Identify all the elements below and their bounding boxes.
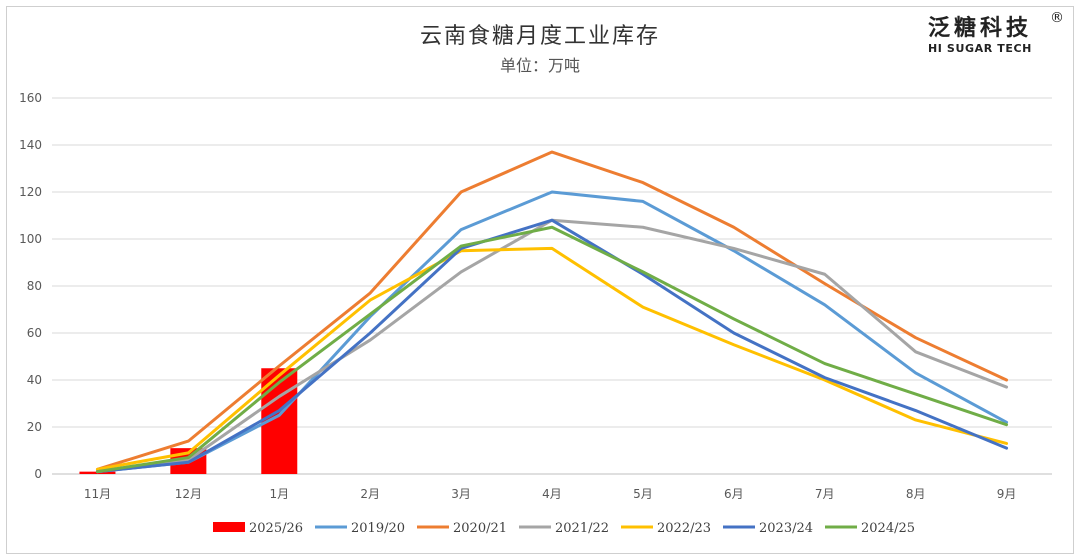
series-line-2021-22	[95, 218, 1009, 474]
y-tick-label: 0	[34, 467, 42, 481]
x-tick-label: 9月	[997, 487, 1017, 501]
chart-title: 云南食糖月度工业库存	[419, 24, 660, 49]
series-line-2024-25	[95, 225, 1009, 474]
series-line-2023-24	[95, 218, 1009, 474]
y-tick-label: 80	[27, 279, 42, 293]
y-tick-label: 160	[19, 91, 42, 105]
legend-swatch-2025-26	[213, 522, 245, 532]
y-tick-label: 120	[19, 185, 42, 199]
y-tick-label: 40	[27, 373, 42, 387]
x-tick-label: 3月	[451, 487, 471, 501]
legend-label-2025-26: 2025/26	[249, 521, 303, 536]
x-tick-label: 12月	[175, 487, 202, 501]
y-tick-label: 20	[27, 420, 42, 434]
y-tick-label: 60	[27, 326, 42, 340]
chart-unit-label: 单位：万吨	[499, 56, 580, 75]
x-tick-label: 11月	[84, 487, 111, 501]
x-tick-label: 2月	[360, 487, 380, 501]
x-tick-label: 5月	[633, 487, 653, 501]
legend-label-2024-25: 2024/25	[861, 521, 915, 536]
legend-label-2019-20: 2019/20	[351, 521, 405, 536]
x-tick-label: 1月	[269, 487, 289, 501]
y-tick-label: 140	[19, 138, 42, 152]
legend-label-2020-21: 2020/21	[453, 521, 507, 536]
legend-label-2021-22: 2021/22	[555, 521, 609, 536]
brand-logo: 泛糖科技 HI SUGAR TECH ®	[928, 10, 1064, 56]
series-line-2022-23	[95, 246, 1009, 471]
brand-logo-cn: 泛糖科技	[928, 16, 1033, 41]
x-tick-label: 4月	[542, 487, 562, 501]
registered-mark: ®	[1050, 10, 1064, 26]
series-line-2019-20	[95, 190, 1009, 474]
brand-logo-en: HI SUGAR TECH	[928, 42, 1032, 55]
y-tick-label: 100	[19, 232, 42, 246]
x-tick-label: 7月	[815, 487, 835, 501]
legend-label-2022-23: 2022/23	[657, 521, 711, 536]
legend-label-2023-24: 2023/24	[759, 521, 813, 536]
x-tick-label: 6月	[724, 487, 744, 501]
x-tick-label: 8月	[906, 487, 926, 501]
